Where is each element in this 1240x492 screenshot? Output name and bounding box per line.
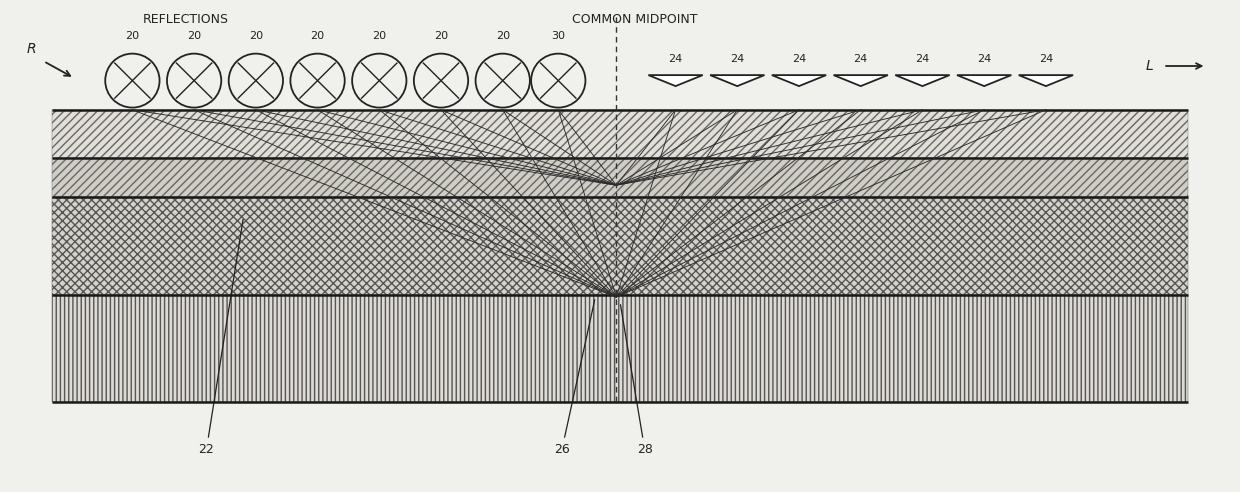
- Text: 22: 22: [198, 219, 243, 456]
- Polygon shape: [649, 75, 703, 86]
- Text: R: R: [26, 42, 36, 56]
- Text: COMMON MIDPOINT: COMMON MIDPOINT: [572, 13, 698, 26]
- Text: L: L: [1146, 59, 1153, 73]
- Text: 20: 20: [125, 31, 139, 41]
- Polygon shape: [895, 75, 950, 86]
- Polygon shape: [1019, 75, 1073, 86]
- Text: 20: 20: [372, 31, 387, 41]
- Polygon shape: [711, 75, 764, 86]
- Text: 26: 26: [554, 300, 595, 456]
- Text: REFLECTIONS: REFLECTIONS: [143, 13, 228, 26]
- Text: 24: 24: [668, 55, 683, 64]
- Text: 20: 20: [249, 31, 263, 41]
- Text: 20: 20: [187, 31, 201, 41]
- Text: 24: 24: [792, 55, 806, 64]
- Text: 20: 20: [310, 31, 325, 41]
- Polygon shape: [957, 75, 1012, 86]
- Text: 20: 20: [434, 31, 448, 41]
- Text: 24: 24: [730, 55, 744, 64]
- Text: 28: 28: [620, 305, 652, 456]
- Text: 24: 24: [853, 55, 868, 64]
- Text: 24: 24: [977, 55, 991, 64]
- Text: 30: 30: [552, 31, 565, 41]
- Polygon shape: [833, 75, 888, 86]
- Text: 24: 24: [915, 55, 930, 64]
- Text: 20: 20: [496, 31, 510, 41]
- Text: 24: 24: [1039, 55, 1053, 64]
- Polygon shape: [771, 75, 826, 86]
